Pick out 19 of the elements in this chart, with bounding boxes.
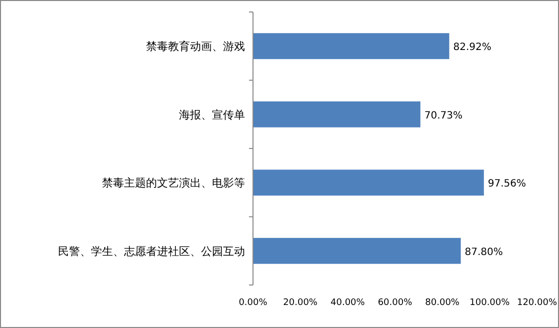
bar	[253, 170, 484, 196]
bar	[253, 238, 461, 264]
bar	[253, 33, 450, 60]
x-tick-label: 80.00%	[425, 298, 460, 308]
x-tick-label: 20.00%	[283, 298, 318, 308]
x-tick-label: 120.00%	[516, 298, 558, 308]
x-tick-label: 100.00%	[470, 298, 510, 308]
data-label: 82.92%	[453, 42, 492, 54]
y-tick-label: 禁毒主题的文艺演出、电影等	[102, 176, 245, 190]
bar	[253, 101, 420, 128]
x-tick-label: 40.00%	[330, 298, 366, 308]
data-label: 97.56%	[488, 178, 526, 190]
y-tick-label: 禁毒教育动画、游戏	[146, 40, 245, 54]
data-label: 70.73%	[424, 110, 463, 122]
data-label: 87.80%	[464, 246, 503, 258]
x-tick-label: 0.00%	[238, 298, 268, 308]
x-tick-label: 60.00%	[378, 298, 413, 308]
y-tick-label: 民警、学生、志愿者进社区、公园互动	[58, 244, 245, 258]
y-tick-label: 海报、宣传单	[179, 108, 245, 122]
